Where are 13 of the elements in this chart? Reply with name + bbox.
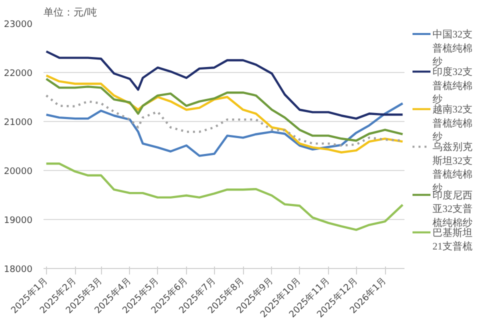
- y-tick-label: 19000: [4, 216, 33, 226]
- y-axis-title: 单位：元/吨: [44, 6, 97, 18]
- line-series: [45, 78, 404, 142]
- line-series: [45, 102, 404, 157]
- y-tick-label: 18000: [4, 265, 33, 275]
- y-tick-label: 22000: [4, 69, 33, 79]
- line-series: [45, 162, 404, 231]
- legend-label: 巴基斯坦21支普梳: [432, 226, 472, 253]
- y-tick-label: 20000: [4, 167, 33, 177]
- y-tick-label: 21000: [4, 118, 33, 128]
- line-series: [45, 50, 404, 120]
- y-tick-label: 23000: [4, 20, 33, 30]
- line-series: [45, 74, 404, 154]
